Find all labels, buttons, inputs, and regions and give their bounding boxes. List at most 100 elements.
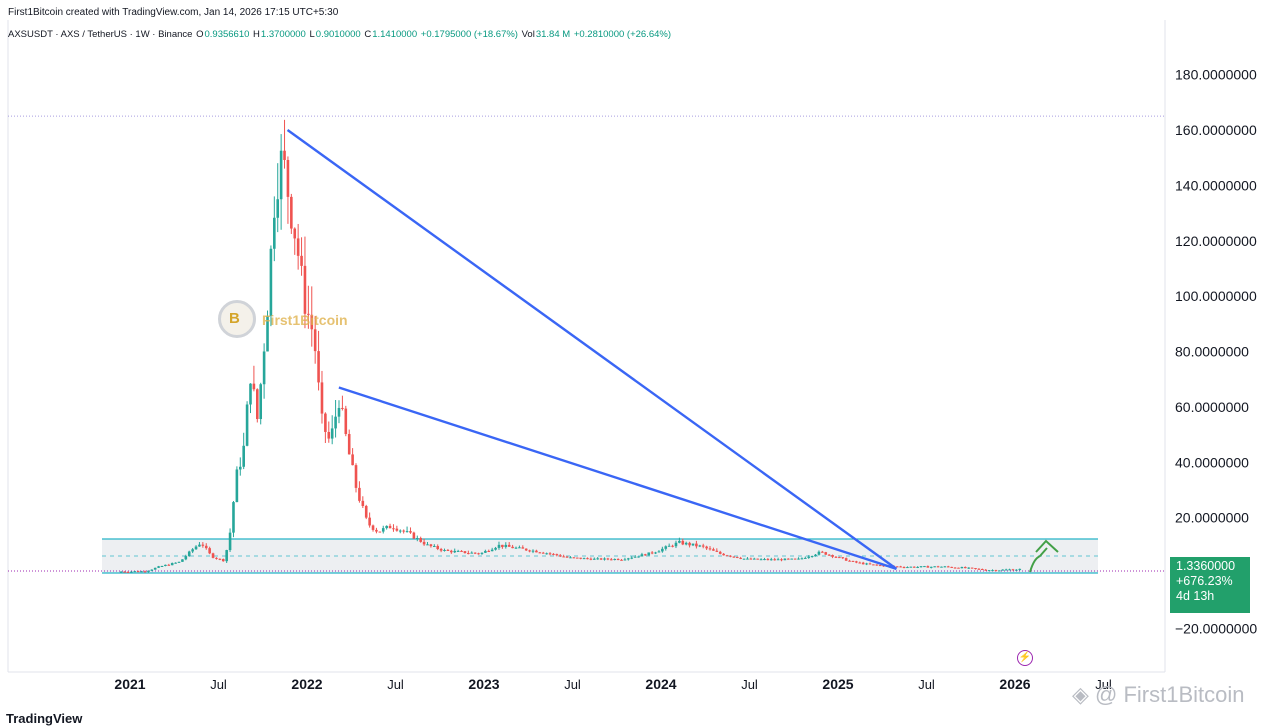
candle-body [821,551,824,553]
candle-body [746,558,749,560]
candle-body [279,150,283,200]
candle-body [974,568,977,570]
candle-body [507,544,511,547]
candle-body [872,564,875,566]
candle-body [824,552,828,555]
candle-body [126,571,130,573]
candle-body [943,566,947,568]
x-tick-label: 2025 [822,676,853,692]
candle-body [460,550,463,552]
candle-body [201,544,205,546]
candle-body [140,571,143,573]
lightning-icon[interactable]: ⚡ [1017,650,1033,666]
candle-body [504,544,508,548]
candle-body [855,561,858,563]
candle-body [361,500,365,506]
candle-body [477,553,480,555]
x-tick-label: Jul [741,677,758,692]
candle-body [984,569,988,571]
candle-body [735,556,739,558]
candle-body [119,571,123,573]
volume-label: Vol [521,29,535,40]
candle-body [678,540,681,543]
candle-body [807,556,811,558]
candle-body [787,558,790,560]
candle-body [664,546,668,549]
candle-body [1001,569,1005,571]
candle-body [164,564,167,566]
x-tick-label: 2021 [114,676,145,692]
low-value: 0.9010000 [315,29,361,40]
candle-body [266,315,269,352]
candle-body [923,566,926,568]
candle-body [691,543,695,546]
candle-body [977,568,981,570]
candle-body [215,557,218,559]
corner-watermark: ◈ @ First1Bitcoin [1072,682,1245,707]
candle-body [705,546,708,549]
candle-body [167,564,171,566]
candle-body [940,566,943,568]
candle-body [936,566,940,568]
candle-body [232,502,235,533]
candle-body [487,550,491,552]
y-tick-label: 80.0000000 [1175,344,1249,360]
candle-body [1011,569,1015,571]
chart-created-line: First1Bitcoin created with TradingView.c… [8,7,339,18]
candle-body [184,556,188,560]
candle-body [562,556,565,558]
volume-change: +0.2810000 (+26.64%) [573,29,672,40]
candle-body [307,313,310,315]
candle-body [769,559,773,561]
candle-body [610,559,613,561]
candle-body [950,566,953,568]
symbol-label[interactable]: AXSUSDT · AXS / TetherUS · 1W · Binance [8,29,193,40]
candle-body [589,558,593,560]
candle-body [514,547,518,549]
candle-body [773,559,776,561]
watermark-text: First1Bitcoin [262,312,348,328]
y-tick-label: 140.0000000 [1175,177,1257,193]
candle-body [252,383,256,390]
open-value: 0.9356610 [204,29,250,40]
candle-body [722,553,725,556]
candle-body [368,517,371,526]
x-tick-label: 2026 [999,676,1030,692]
candle-body [671,545,674,547]
volume-value: 31.84 M [535,29,571,40]
candle-body [964,567,967,569]
candle-body [623,559,627,561]
candle-body [395,528,399,531]
candle-body [456,550,460,552]
candle-body [981,568,984,570]
trendline [286,129,898,570]
candle-body [620,559,623,561]
candle-body [249,383,252,405]
candle-body [926,566,930,568]
candle-body [1004,569,1008,571]
candle-body [953,567,957,569]
axes: 180.0000000 160.0000000 140.0000000 120.000… [114,67,1257,692]
candle-body [204,545,208,549]
candle-body [313,329,317,352]
candle-body [793,558,797,560]
first1bitcoin-watermark: B First1Bitcoin [218,300,378,342]
candle-body [473,552,477,554]
candle-body [895,566,899,568]
candle-body [684,542,688,545]
candle-body [147,570,150,572]
candle-body [218,558,222,560]
candle-body [756,558,759,560]
candle-body [780,559,783,561]
candle-body [868,563,872,565]
candle-body [718,551,722,554]
candle-body [375,529,378,532]
candle-body [739,557,742,559]
candle-body [725,555,729,557]
x-tick-label: Jul [564,677,581,692]
candle-body [157,566,160,568]
candle-body [552,553,555,555]
candle-body [276,199,280,218]
candle-body [381,528,385,532]
